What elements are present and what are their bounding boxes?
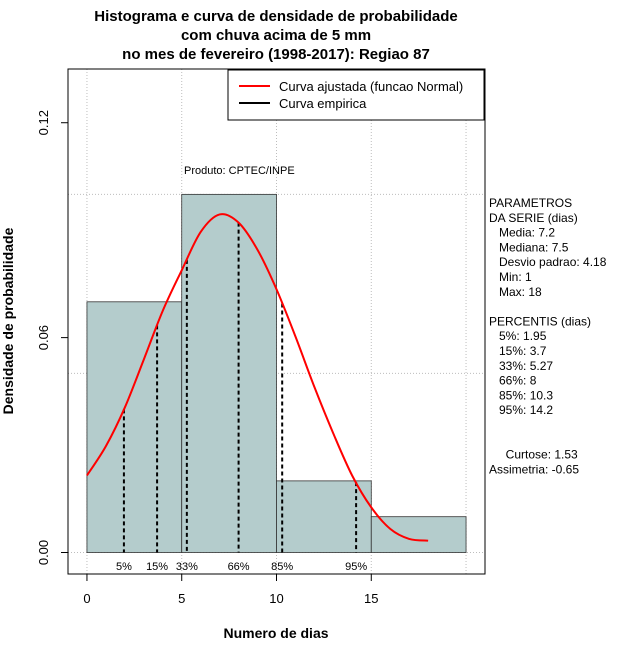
legend-label-black: Curva empirica [279,96,367,111]
parameter-line: Media: 7.2 [489,226,555,240]
parameter-line: Min: 1 [489,270,532,284]
percentile-label: 15% [146,561,168,573]
title-line-3: no mes de fevereiro (1998-2017): Regiao … [122,46,430,63]
histogram-bar [181,193,277,553]
x-axis-label: Numero de dias [223,625,328,641]
chart-title: Histograma e curva de densidade de proba… [94,8,457,63]
parameter-line: 15%: 3.7 [489,344,547,358]
percentile-label: 85% [271,561,293,573]
histogram-bar [370,516,467,553]
legend: Curva ajustada (funcao Normal) Curva emp… [227,69,485,121]
y-tick-label: 0.00 [36,540,51,565]
x-tick-label: 5 [178,591,185,606]
x-tick-label: 10 [269,591,283,606]
normal-curve-line [86,213,429,542]
parameter-line: 85%: 10.3 [489,388,553,402]
legend-label-red: Curva ajustada (funcao Normal) [279,79,463,94]
legend-box [227,69,485,121]
percentile-label: 33% [176,561,198,573]
parameter-line: PERCENTIS (dias) [489,314,591,328]
percentile-label: 95% [345,561,367,573]
percentile-label: 66% [228,561,250,573]
x-tick-label: 15 [364,591,378,606]
parameter-line: 66%: 8 [489,374,537,388]
percentile-lines: 5% 15% 33% 66% 85% 95% [116,222,367,573]
histogram-bars [86,193,467,553]
x-axis: 0 5 10 15 [83,573,379,606]
parameter-line: Desvio padrao: 4.18 [489,255,607,269]
y-axis: 0.00 0.06 0.12 [36,110,69,565]
parameter-line: 33%: 5.27 [489,359,553,373]
parameter-line: PARAMETROS [489,196,572,210]
product-annotation: Produto: CPTEC/INPE [184,165,295,177]
histogram-bar [86,301,183,553]
parameter-line: Curtose: 1.53 [489,448,578,462]
parameter-line: 95%: 14.2 [489,403,553,417]
parameter-line: Max: 18 [489,285,542,299]
title-line-1: Histograma e curva de densidade de proba… [94,8,457,25]
x-tick-label: 0 [83,591,90,606]
percentile-label: 5% [116,561,132,573]
parameter-line: Assimetria: -0.65 [489,462,579,476]
normal-curve [86,213,429,542]
title-line-2: com chuva acima de 5 mm [181,27,371,44]
parameter-line: Mediana: 7.5 [489,240,569,254]
y-tick-label: 0.06 [36,325,51,350]
y-axis-label: Densidade de probabilidade [0,227,16,414]
parameter-line: DA SERIE (dias) [489,211,578,225]
y-tick-label: 0.12 [36,110,51,135]
parameter-line: 5%: 1.95 [489,329,547,343]
